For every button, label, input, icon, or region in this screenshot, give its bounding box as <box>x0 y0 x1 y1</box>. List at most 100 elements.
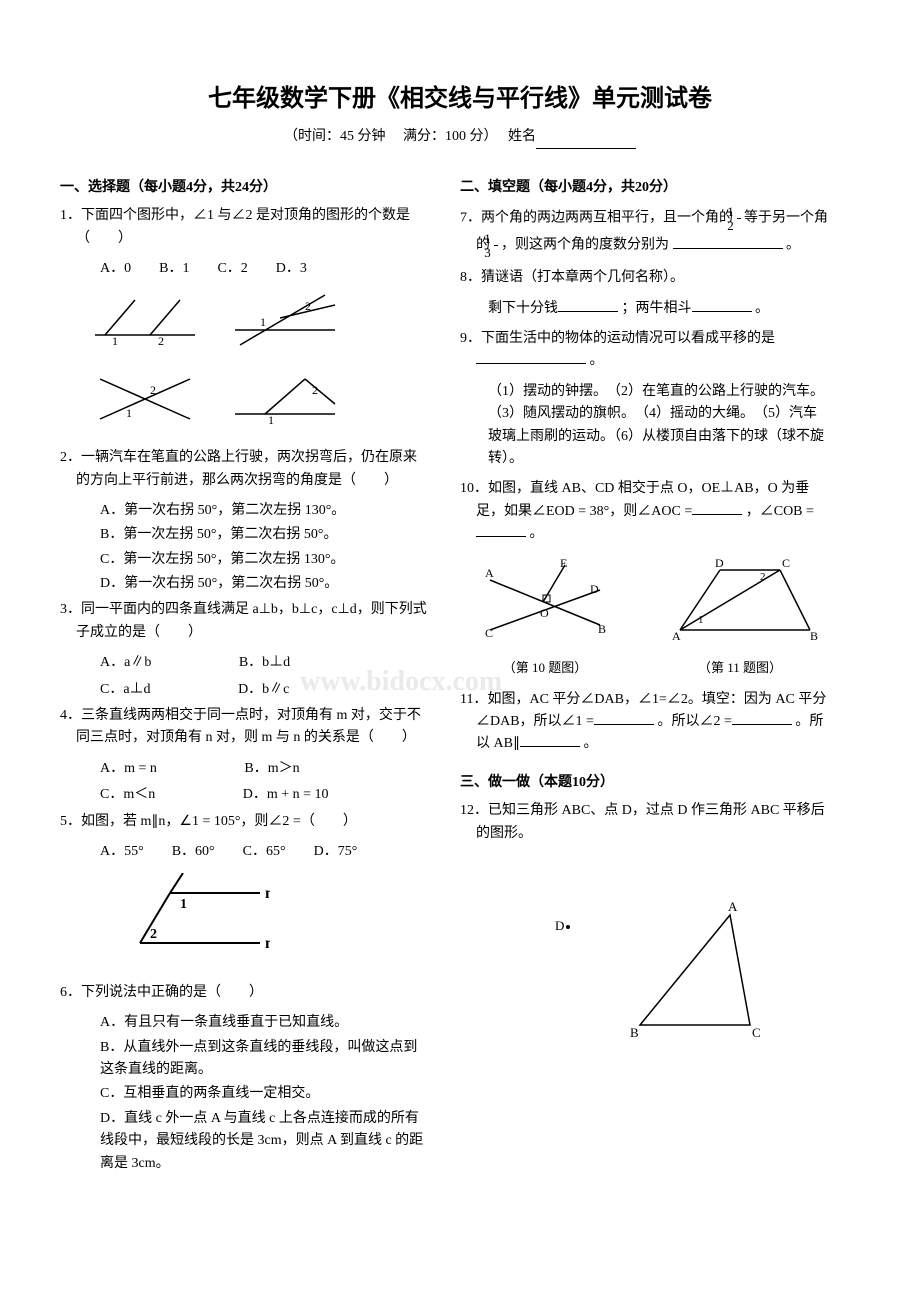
q10-p2: ，∠COB = <box>746 504 814 519</box>
name-blank <box>536 135 636 149</box>
q4-d: D．m + n = 10 <box>243 787 329 802</box>
q3-d: D．b∥c <box>238 682 289 697</box>
q9-t: 9．下面生活中的物体的运动情况可以看成平移的是 <box>460 331 775 346</box>
q10-q11-figures: A E D C O B （第 10 题图） A D <box>470 555 830 678</box>
q12-figure: D A B C <box>500 895 830 1053</box>
q10-p3: 。 <box>530 526 544 541</box>
left-column: 一、选择题（每小题4分，共24分） 1．下面四个图形中，∠1 与∠2 是对顶角的… <box>60 169 430 1177</box>
q1-figures-row2: 1 2 1 2 <box>90 369 430 437</box>
svg-text:B: B <box>810 629 818 643</box>
svg-text:2: 2 <box>305 299 311 313</box>
q6-c: C．互相垂直的两条直线一定相交。 <box>60 1083 430 1105</box>
q9-list: （1）摆动的钟摆。 （2）在笔直的公路上行驶的汽车。 （3）随风摆动的旗帜。 （… <box>460 381 830 471</box>
svg-text:B: B <box>630 1025 639 1040</box>
q10-caption: （第 10 题图） <box>470 658 620 679</box>
q4-opts2: C．m＜n D．m + n = 10 <box>60 784 430 806</box>
q1-text: 1．下面四个图形中，∠1 与∠2 是对顶角的图形的个数是（ ） <box>60 205 430 250</box>
svg-text:D: D <box>590 582 599 596</box>
q6-d: D．直线 c 外一点 A 与直线 c 上各点连接而成的所有线段中，最短线段的长是… <box>60 1108 430 1175</box>
page-subtitle: （时间：45 分钟 满分：100 分） 姓名 <box>60 126 860 148</box>
svg-text:A: A <box>672 629 681 643</box>
subtitle-time: （时间：45 分钟 <box>284 129 386 144</box>
svg-text:2: 2 <box>760 571 766 583</box>
q11-figure: A D C B 1 2 （第 11 题图） <box>660 555 820 678</box>
q4-a: A．m = n <box>100 761 157 776</box>
svg-text:1: 1 <box>268 413 274 427</box>
q7-blank <box>673 235 783 249</box>
section-2-header: 二、填空题（每小题4分，共20分） <box>460 177 830 199</box>
q8-blank2 <box>692 298 752 312</box>
q8-blank1 <box>558 298 618 312</box>
q1-fig-d: 1 2 <box>230 369 340 437</box>
q6-b: B．从直线外一点到这条直线的垂线段，叫做这点到这条直线的距离。 <box>60 1037 430 1082</box>
q10-text: 10．如图，直线 AB、CD 相交于点 O，OE⊥AB，O 为垂足，如果∠EOD… <box>460 478 830 545</box>
q4-opts1: A．m = n B．m＞n <box>60 758 430 780</box>
q3-a: A．a∥b <box>100 655 151 670</box>
svg-text:C: C <box>485 626 493 640</box>
q7-text: 7．两个角的两边两两互相平行，且一个角的 12 等于另一个角的 13 ，则这两个… <box>460 205 830 259</box>
svg-text:O: O <box>540 606 549 620</box>
subtitle-name-label: 姓名 <box>508 129 536 144</box>
q11-blank2 <box>732 711 792 725</box>
q9-end: 。 <box>590 353 604 368</box>
q8-text: 8．猜谜语（打本章两个几何名称）。 <box>460 267 830 289</box>
svg-text:1: 1 <box>126 406 132 420</box>
section-1-header: 一、选择题（每小题4分，共24分） <box>60 177 430 199</box>
q4-b: B．m＞n <box>244 761 299 776</box>
section-3-header: 三、做一做（本题10分） <box>460 772 830 794</box>
q1-fig-c: 1 2 <box>90 369 200 437</box>
svg-text:1: 1 <box>698 614 704 626</box>
page-title: 七年级数学下册《相交线与平行线》单元测试卷 <box>60 80 860 118</box>
subtitle-score: 满分：100 分） <box>403 129 491 144</box>
q7-p4: 。 <box>786 238 800 253</box>
svg-text:B: B <box>598 622 606 636</box>
svg-text:2: 2 <box>158 334 164 348</box>
q3-b: B．b⊥d <box>239 655 290 670</box>
q9-blank <box>476 350 586 364</box>
q7-p3: ，则这两个角的度数分别为 <box>501 238 669 253</box>
right-column: 二、填空题（每小题4分，共20分） 7．两个角的两边两两互相平行，且一个角的 1… <box>460 169 830 1177</box>
q10-figure: A E D C O B （第 10 题图） <box>470 555 620 678</box>
q11-text: 11．如图，AC 平分∠DAB，∠1=∠2。填空：因为 AC 平分∠DAB，所以… <box>460 689 830 756</box>
q5-text: 5．如图，若 m∥n，∠1 = 105°，则∠2 =（ ） <box>60 811 430 833</box>
q9-text: 9．下面生活中的物体的运动情况可以看成平移的是 。 <box>460 328 830 373</box>
q7-frac-1-3: 13 <box>494 232 498 259</box>
q8-l1: 剩下十分钱 <box>488 301 558 316</box>
svg-text:m: m <box>265 885 270 902</box>
svg-text:C: C <box>752 1025 761 1040</box>
q2-a: A．第一次右拐 50°，第二次左拐 130°。 <box>60 500 430 522</box>
q8-sep: ；两牛相斗 <box>622 301 692 316</box>
q4-text: 4．三条直线两两相交于同一点时，对顶角有 m 对，交于不同三点时，对顶角有 n … <box>60 705 430 750</box>
q2-b: B．第一次左拐 50°，第二次右拐 50°。 <box>60 524 430 546</box>
q7-frac-1-2: 12 <box>737 205 741 232</box>
q3-c: C．a⊥d <box>100 682 151 697</box>
q5-figure: 1 2 m n <box>110 873 430 971</box>
q12-text: 12．已知三角形 ABC、点 D，过点 D 作三角形 ABC 平移后的图形。 <box>460 800 830 845</box>
q4-c: C．m＜n <box>100 787 155 802</box>
q10-blank2 <box>476 523 526 537</box>
q2-c: C．第一次左拐 50°，第二次左拐 130°。 <box>60 549 430 571</box>
q2-text: 2．一辆汽车在笔直的公路上行驶，两次拐弯后，仍在原来的方向上平行前进，那么两次拐… <box>60 447 430 492</box>
q11-p4: 。 <box>583 736 597 751</box>
q1-fig-a: 1 2 <box>90 290 200 358</box>
svg-text:A: A <box>728 899 738 914</box>
svg-text:C: C <box>782 556 790 570</box>
q1-options: A．0 B．1 C．2 D．3 <box>60 258 430 280</box>
q11-blank1 <box>594 711 654 725</box>
q8-end: 。 <box>755 301 769 316</box>
q3-text: 3．同一平面内的四条直线满足 a⊥b，b⊥c，c⊥d，则下列式子成立的是（ ） <box>60 599 430 644</box>
svg-text:E: E <box>560 556 567 570</box>
q8-line: 剩下十分钱 ；两牛相斗 。 <box>460 298 830 320</box>
q2-d: D．第一次右拐 50°，第二次右拐 50°。 <box>60 573 430 595</box>
svg-text:1: 1 <box>180 897 187 912</box>
svg-text:2: 2 <box>150 383 156 397</box>
svg-text:D: D <box>555 918 564 933</box>
svg-text:2: 2 <box>150 927 157 942</box>
svg-text:1: 1 <box>112 334 118 348</box>
svg-text:D: D <box>715 556 724 570</box>
q5-options: A．55° B．60° C．65° D．75° <box>60 841 430 863</box>
q6-text: 6．下列说法中正确的是（ ） <box>60 982 430 1004</box>
q11-caption: （第 11 题图） <box>660 658 820 679</box>
svg-text:A: A <box>485 566 494 580</box>
q10-blank1 <box>692 501 742 515</box>
